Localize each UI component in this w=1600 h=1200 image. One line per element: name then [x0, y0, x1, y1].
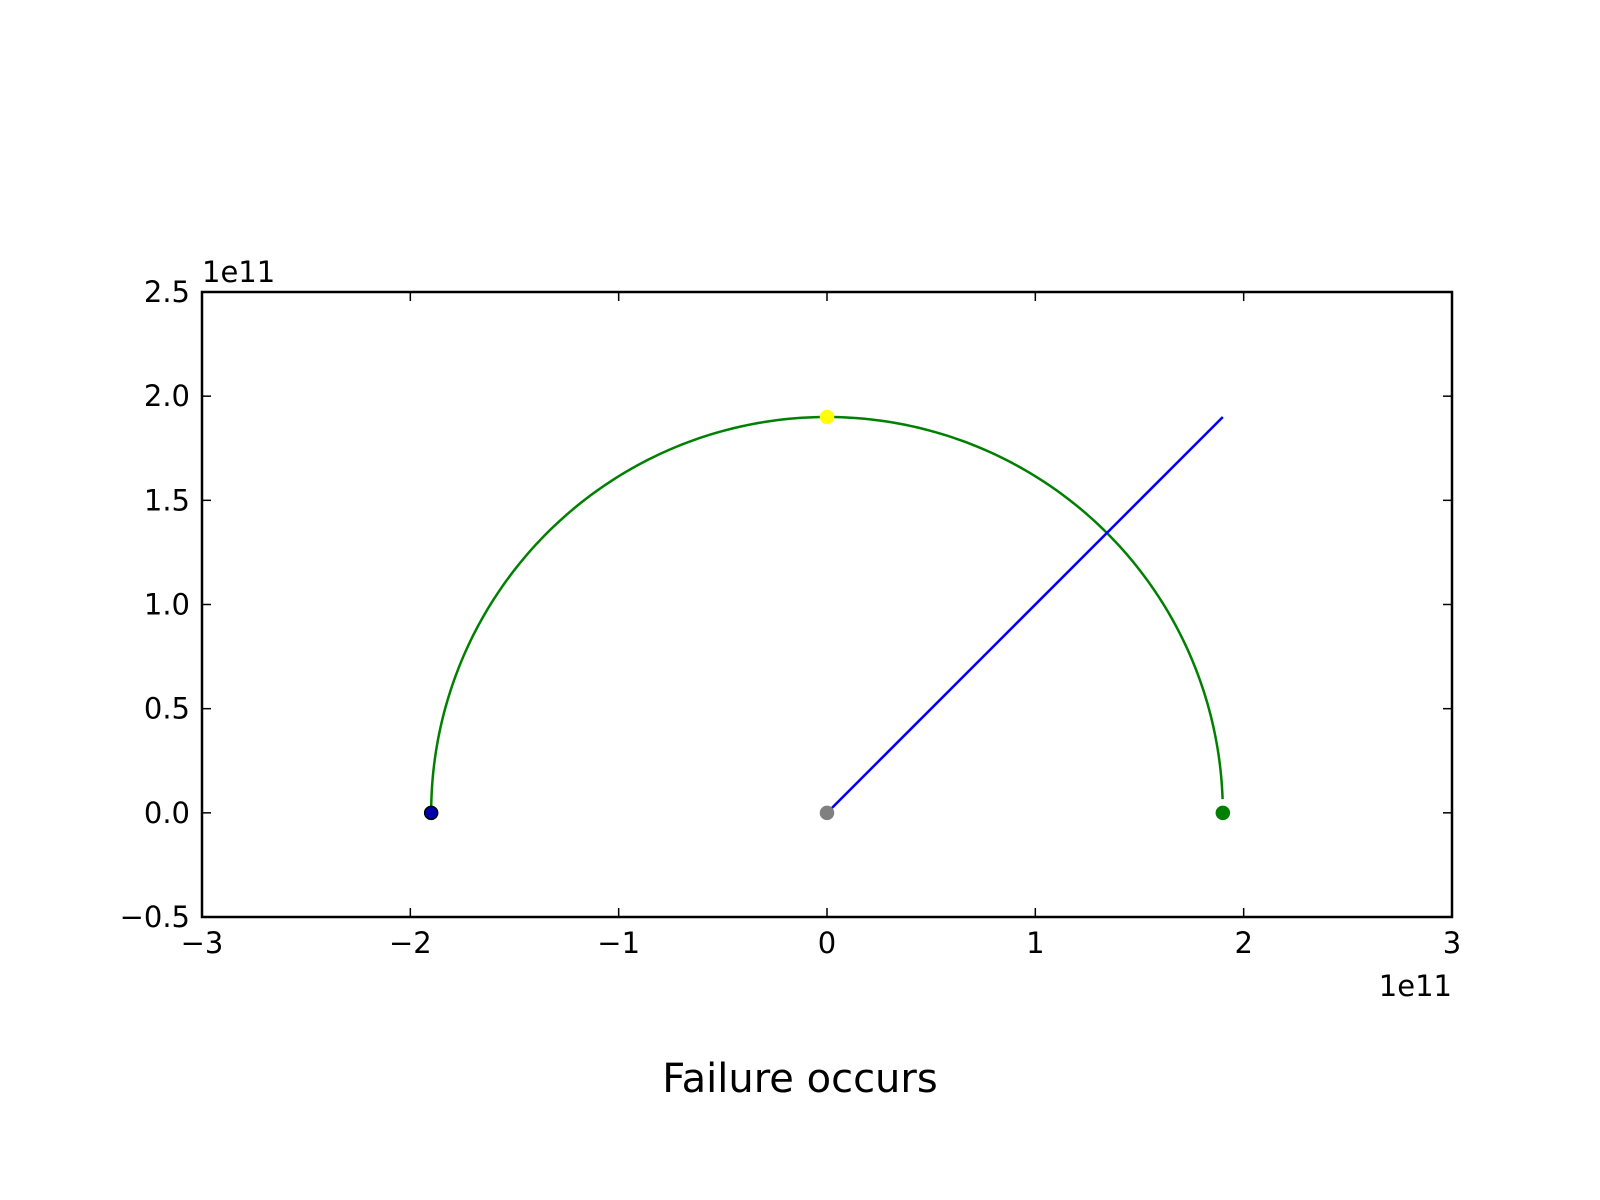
x-tick-label: −3 — [181, 926, 224, 960]
y-tick-label: 1.5 — [144, 483, 190, 517]
y-tick-label: 2.0 — [144, 379, 190, 413]
y-tick-label: 1.0 — [144, 588, 190, 622]
x-tick-label: 3 — [1443, 926, 1461, 960]
data-point — [1215, 805, 1231, 821]
data-point — [819, 409, 835, 425]
plot-layer — [423, 409, 1231, 821]
orbit-arc-series — [429, 415, 1224, 813]
x-tick-label: −2 — [389, 926, 432, 960]
x-tick-label: 0 — [818, 926, 836, 960]
data-point — [423, 805, 439, 821]
y-offset-label: 1e11 — [202, 255, 275, 289]
x-tick-label: −1 — [597, 926, 640, 960]
y-tick-label: 0.5 — [144, 692, 190, 726]
y-tick-label: −0.5 — [120, 900, 190, 934]
y-tick-label: 0.0 — [144, 796, 190, 830]
y-tick-label: 2.5 — [144, 275, 190, 309]
axes-frame — [200, 290, 1454, 919]
figure-caption: Failure occurs — [662, 1056, 938, 1102]
diagonal-line-series — [826, 416, 1224, 814]
x-tick-label: 1 — [1026, 926, 1044, 960]
x-tick-label: 2 — [1234, 926, 1252, 960]
tick-layer: −3 −2 −1 0 1 2 3 −0.5 0.0 0.5 1.0 1.5 2.0 2.5 — [120, 275, 1462, 960]
data-point — [819, 805, 835, 821]
x-offset-label: 1e11 — [1379, 969, 1452, 1003]
